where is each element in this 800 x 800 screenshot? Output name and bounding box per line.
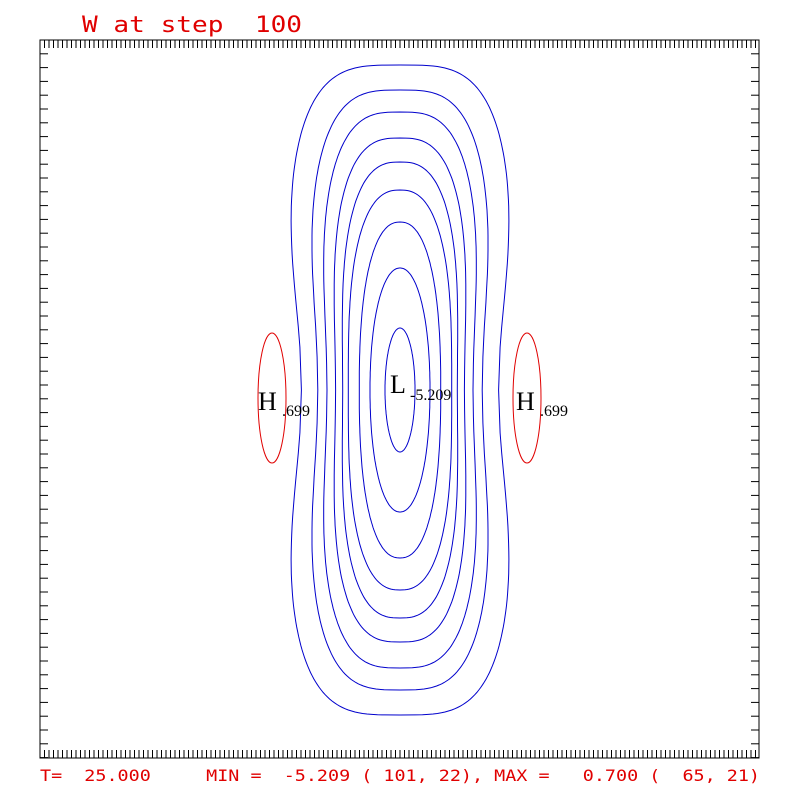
high-contour — [257, 332, 287, 464]
extremum-value: -5.209 — [410, 387, 451, 404]
contours — [290, 64, 510, 716]
frame-ticks — [40, 40, 759, 759]
low-contour — [290, 64, 510, 716]
low-contour — [333, 137, 467, 643]
low-contour — [369, 267, 431, 513]
extremum-letter: H — [516, 387, 535, 416]
status-line: T= 25.000 MIN = -5.209 ( 101, 22), MAX =… — [40, 766, 760, 785]
low-contour — [311, 89, 489, 691]
plot-title: W at step 100 — [82, 13, 302, 38]
extremum-letter: H — [258, 387, 277, 416]
extremum-value: .699 — [540, 403, 568, 420]
extremum-value: .699 — [282, 403, 310, 420]
low-contour — [358, 221, 442, 559]
low-contour — [347, 189, 453, 591]
low-contour — [384, 327, 416, 453]
low-contour — [341, 161, 459, 619]
extremum-letter: L — [390, 370, 406, 399]
high-contour — [512, 332, 542, 464]
low-contour — [323, 111, 477, 669]
